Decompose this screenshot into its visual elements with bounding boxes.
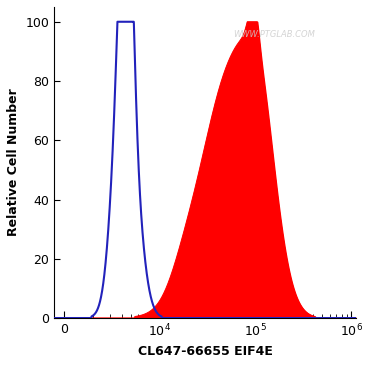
- X-axis label: CL647-66655 EIF4E: CL647-66655 EIF4E: [138, 345, 273, 358]
- Y-axis label: Relative Cell Number: Relative Cell Number: [7, 89, 20, 237]
- Text: WWW.PTGLAB.COM: WWW.PTGLAB.COM: [233, 30, 316, 39]
